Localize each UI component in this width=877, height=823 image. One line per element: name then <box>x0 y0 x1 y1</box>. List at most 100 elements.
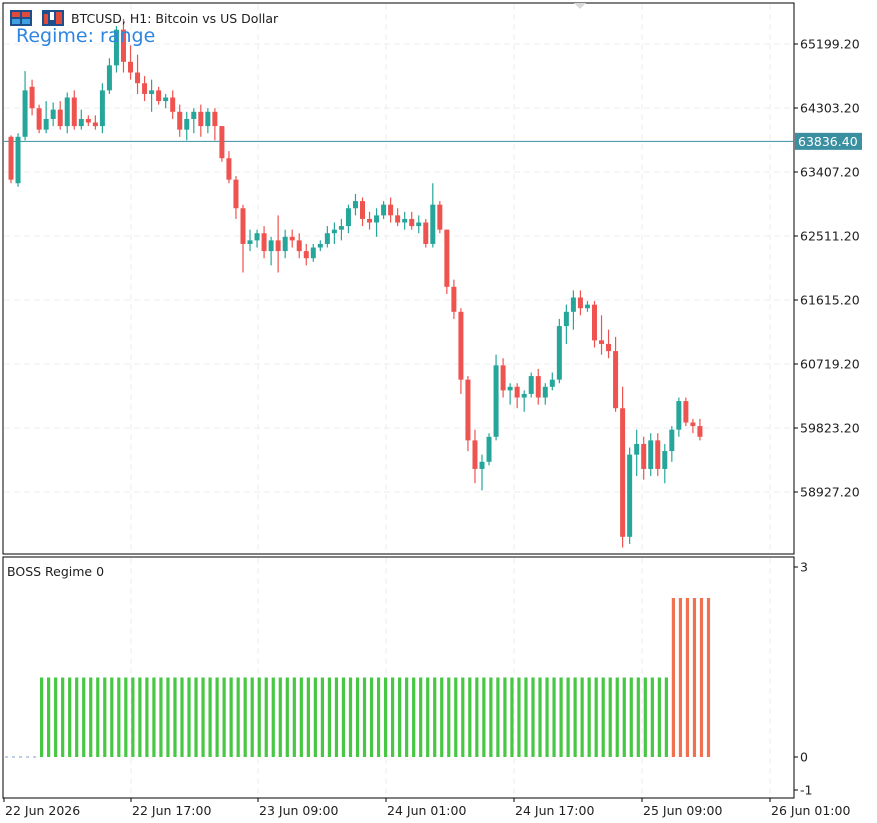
candle <box>613 336 619 412</box>
regime-bar <box>643 677 647 757</box>
current-price-tag: 63836.40 <box>795 132 862 150</box>
time-axis-label: 22 Jun 17:00 <box>132 803 211 818</box>
candle <box>648 433 654 477</box>
regime-bar <box>369 677 374 757</box>
regime-bar <box>236 677 240 757</box>
regime-bar <box>636 677 640 757</box>
regime-bar <box>166 677 170 757</box>
regime-bar <box>454 677 458 757</box>
regime-bar <box>180 677 184 757</box>
indicator-axis-label: 0 <box>800 750 808 765</box>
regime-bar <box>552 677 556 757</box>
regime-bar <box>327 677 332 757</box>
candle <box>78 109 84 130</box>
candle <box>99 83 105 134</box>
indicator-title: BOSS Regime 0 <box>7 564 104 579</box>
regime-bar <box>573 677 577 757</box>
regime-bar <box>426 677 430 757</box>
candle <box>472 429 478 484</box>
candle <box>634 429 640 477</box>
candle <box>514 383 520 409</box>
regime-bar <box>145 677 149 757</box>
time-axis[interactable]: 22 Jun 2026 22 Jun 17:00 23 Jun 09:00 24 Ju… <box>3 798 850 818</box>
candle <box>233 176 239 219</box>
regime-bar <box>692 598 697 757</box>
regime-bar <box>362 677 367 757</box>
regime-bar <box>538 677 542 757</box>
candle <box>240 204 246 273</box>
regime-bar <box>117 677 121 757</box>
regime-bar <box>124 677 128 757</box>
candle <box>381 201 387 219</box>
regime-bar <box>405 677 409 757</box>
regime-bar <box>82 677 86 757</box>
regime-bar <box>40 677 44 757</box>
regime-bar <box>517 677 521 757</box>
candle <box>275 215 281 273</box>
candle <box>493 354 499 441</box>
candle <box>620 386 626 548</box>
candle <box>606 329 612 359</box>
regime-bar <box>650 677 654 757</box>
candle <box>50 102 56 127</box>
candle <box>43 101 49 134</box>
candle <box>570 290 576 330</box>
candle <box>324 226 330 248</box>
trade-panel-icon[interactable] <box>42 10 64 26</box>
candle <box>198 104 204 137</box>
candle <box>142 76 148 102</box>
candle <box>135 54 141 94</box>
regime-bar <box>285 677 289 757</box>
indicator-pane-border <box>2 556 795 799</box>
price-axis-label: 60719.20 <box>800 357 860 372</box>
regime-bar <box>138 677 142 757</box>
regime-bar <box>355 677 360 757</box>
regime-bar <box>159 677 163 757</box>
candle <box>676 397 682 437</box>
price-axis[interactable]: 65199.20 64303.20 63407.20 62511.20 61615.20… <box>794 37 860 500</box>
regime-bar <box>622 677 626 757</box>
scroll-marker-icon[interactable] <box>574 3 586 9</box>
candle <box>8 135 14 184</box>
regime-bar <box>110 677 114 757</box>
candle <box>226 151 232 184</box>
candle <box>402 211 408 230</box>
regime-bar <box>391 677 395 757</box>
regime-bar <box>187 677 191 757</box>
candle <box>170 90 176 119</box>
regime-bar <box>292 677 296 757</box>
regime-bar <box>348 677 353 757</box>
candle <box>71 90 77 130</box>
one-click-trading-icon[interactable] <box>10 10 32 26</box>
price-axis-label: 59823.20 <box>800 421 860 436</box>
regime-bar <box>587 677 591 757</box>
candle <box>697 418 703 441</box>
candle <box>338 218 344 241</box>
regime-bar <box>489 677 493 757</box>
candle <box>149 79 155 112</box>
regime-bar <box>559 677 563 757</box>
regime-bar <box>398 677 402 757</box>
time-axis-label: 24 Jun 01:00 <box>387 803 466 818</box>
candle <box>212 108 218 141</box>
candle <box>64 92 70 134</box>
candle <box>113 26 119 73</box>
candle <box>85 115 91 127</box>
candle <box>662 443 668 484</box>
regime-bar <box>545 677 549 757</box>
candle <box>29 79 35 116</box>
regime-bar <box>699 598 704 757</box>
regime-bar <box>201 677 205 757</box>
candle <box>254 229 260 248</box>
regime-bar <box>173 677 177 757</box>
candle <box>388 197 394 223</box>
regime-bar <box>103 677 107 757</box>
candle <box>219 126 225 162</box>
regime-bar <box>433 677 437 757</box>
candle <box>437 201 443 234</box>
regime-bar <box>503 677 507 757</box>
candle <box>317 240 323 252</box>
candle <box>563 304 569 344</box>
regime-bar <box>61 677 65 757</box>
